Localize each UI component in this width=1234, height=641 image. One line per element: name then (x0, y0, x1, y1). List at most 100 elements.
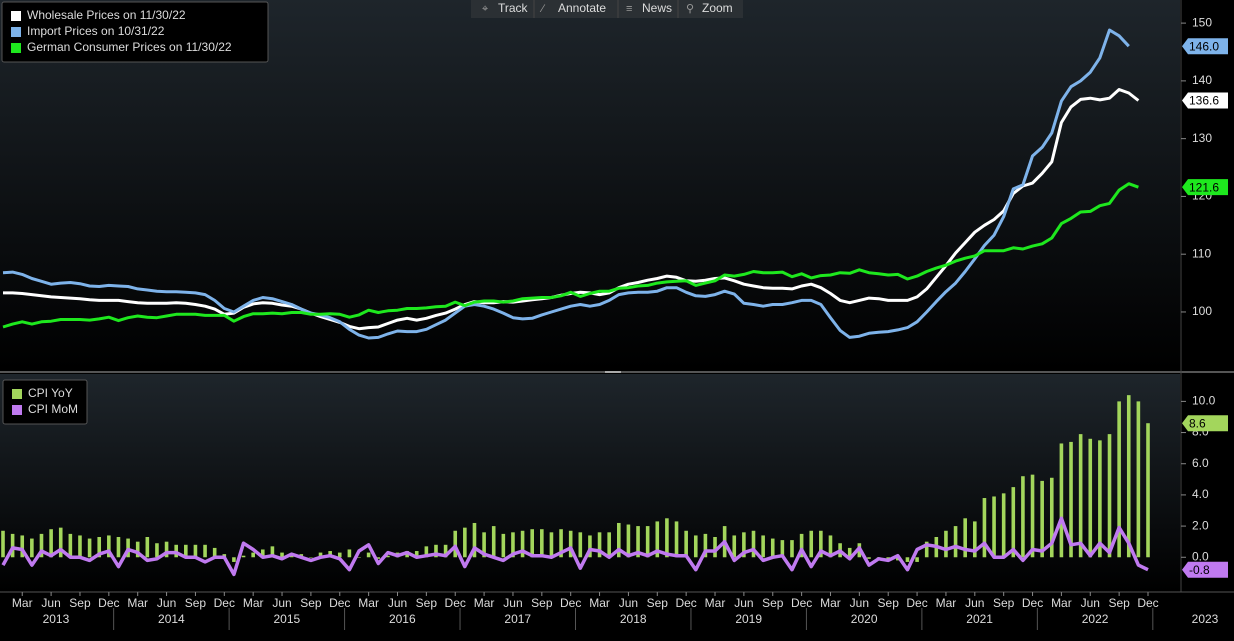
y-tick-label: 2.0 (1192, 518, 1209, 532)
toolbar: ⌖ Track ∕ Annotate ≡ News ⚲ Zoom (471, 0, 743, 18)
y-tick-label: 150 (1192, 15, 1212, 29)
legend-label: CPI YoY (28, 386, 73, 400)
x-tick-label: Dec (791, 596, 812, 610)
bar (684, 530, 688, 558)
x-tick-label: Sep (416, 596, 438, 610)
x-tick-label: Mar (820, 596, 841, 610)
bar (944, 530, 948, 558)
bar (626, 524, 631, 558)
bar (530, 529, 535, 558)
bar (867, 557, 871, 559)
toolbar-button[interactable]: Annotate (558, 1, 606, 15)
bar (1040, 480, 1044, 558)
y-tick-label: 0.0 (1192, 549, 1209, 563)
bar (1078, 434, 1083, 558)
x-tick-label: Sep (69, 596, 91, 610)
x-tick-label: Mar (705, 596, 726, 610)
bar (472, 522, 477, 558)
bar (578, 532, 583, 558)
bar (49, 529, 53, 558)
bar (761, 535, 765, 558)
bar (568, 530, 573, 558)
year-label: 2017 (504, 612, 531, 626)
legend-swatch (11, 27, 21, 37)
bar (645, 526, 650, 558)
value-badge-label: 8.6 (1189, 416, 1206, 430)
x-tick-label: Jun (734, 596, 753, 610)
bar (1117, 401, 1121, 558)
bar (992, 496, 996, 558)
x-tick-label: Jun (272, 596, 291, 610)
legend-label: CPI MoM (28, 402, 78, 416)
bar (847, 547, 852, 558)
bar (973, 521, 977, 558)
bar (414, 551, 419, 558)
x-tick-label: Mar (474, 596, 495, 610)
bar (1059, 443, 1064, 558)
bar (713, 537, 717, 558)
bar (434, 544, 438, 558)
bar (260, 549, 265, 558)
x-tick-label: Mar (589, 596, 610, 610)
bar (915, 557, 919, 562)
bar (559, 529, 563, 558)
x-tick-label: Sep (185, 596, 207, 610)
bar (549, 532, 554, 558)
bar (39, 533, 44, 558)
toolbar-bg (471, 0, 743, 18)
bar (366, 552, 371, 558)
x-tick-label: Dec (1022, 596, 1043, 610)
x-tick-label: Mar (936, 596, 957, 610)
x-tick-label: Jun (157, 596, 176, 610)
bar (1030, 474, 1035, 558)
toolbar-button[interactable]: News (642, 1, 672, 15)
bar (270, 546, 275, 558)
bar (193, 544, 198, 558)
year-label: 2016 (389, 612, 416, 626)
bar (616, 522, 621, 558)
bar (896, 557, 900, 561)
legend-label: Import Prices on 10/31/22 (27, 24, 165, 38)
bar (1011, 487, 1016, 558)
bar (97, 537, 102, 558)
year-label: 2020 (851, 612, 878, 626)
bar (1136, 401, 1141, 558)
bar (501, 533, 506, 558)
year-label: 2013 (43, 612, 70, 626)
line (2, 182, 1139, 329)
legend-swatch (12, 389, 22, 399)
bar (20, 535, 25, 558)
bar (674, 521, 679, 558)
legend-label: German Consumer Prices on 11/30/22 (27, 40, 232, 54)
bar (963, 518, 967, 558)
bar (520, 530, 525, 558)
year-label: 2015 (273, 612, 300, 626)
value-badge-label: 121.6 (1189, 180, 1219, 194)
bar (10, 533, 15, 558)
bar (636, 526, 640, 558)
toolbar-icon: ⌖ (482, 3, 488, 15)
toolbar-button[interactable]: Track (498, 1, 529, 15)
x-tick-label: Sep (878, 596, 900, 610)
bar (164, 541, 169, 558)
legend-swatch (11, 11, 21, 21)
toolbar-icon: ∕ (539, 3, 546, 15)
value-badge-label: 146.0 (1189, 39, 1219, 53)
bar (251, 552, 255, 558)
bar (1088, 438, 1093, 558)
bar (212, 547, 217, 558)
bar (1049, 477, 1054, 558)
x-tick-label: Dec (906, 596, 927, 610)
bar (597, 532, 602, 558)
bar (905, 557, 910, 562)
bar (1098, 440, 1102, 558)
value-badge (1182, 415, 1228, 432)
bar (511, 532, 515, 558)
bar (376, 557, 381, 559)
bar (155, 543, 159, 558)
toolbar-button[interactable]: Zoom (702, 1, 733, 15)
bar (742, 532, 746, 558)
bar (68, 533, 73, 558)
bar (1, 530, 5, 558)
